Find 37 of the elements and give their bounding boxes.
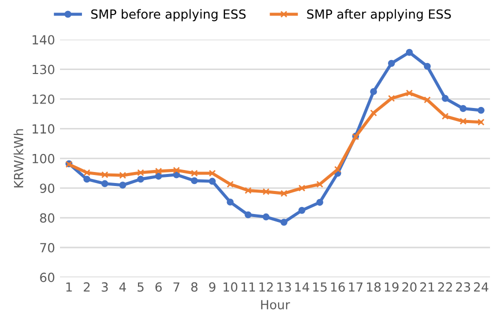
x-tick-label: 16 [331, 282, 345, 292]
x-tick-label: 11 [242, 282, 255, 292]
x-tick-label: 5 [138, 282, 144, 292]
x-tick-label: 4 [119, 282, 126, 292]
x-tick-label: 23 [456, 282, 470, 292]
y-tick-label: 80 [40, 213, 54, 223]
x-tick-label: 19 [384, 282, 399, 292]
legend-label: SMP after applying ESS [307, 9, 451, 22]
y-tick-label: 90 [40, 184, 54, 194]
x-tick-label: 7 [174, 282, 180, 292]
x-axis-title: Hour [261, 300, 290, 310]
x-tick-label: 22 [438, 282, 452, 292]
x-tick-label: 13 [277, 282, 291, 292]
x-tick-label: 10 [224, 282, 238, 292]
x-tick-label: 6 [155, 282, 162, 292]
y-tick-label: 120 [32, 94, 54, 104]
legend-label: SMP before applying ESS [91, 9, 246, 22]
x-tick-label: 9 [209, 282, 216, 292]
y-tick-label: 110 [32, 124, 54, 134]
x-tick-label: 12 [259, 282, 273, 292]
x-tick-label: 1 [66, 282, 72, 292]
x-tick-label: 18 [366, 282, 381, 292]
x-tick-label: 15 [313, 282, 327, 292]
x-tick-label: 8 [191, 282, 198, 292]
x-tick-label: 2 [84, 282, 90, 292]
x-tick-label: 21 [420, 282, 434, 292]
y-tick-label: 70 [40, 242, 54, 252]
x-tick-label: 14 [295, 282, 310, 292]
x-tick-label: 3 [102, 282, 108, 292]
y-tick-label: 140 [32, 35, 54, 45]
x-tick-label: 24 [474, 282, 488, 292]
y-tick-label: 60 [40, 272, 54, 282]
y-tick-label: 100 [32, 154, 54, 164]
y-axis-title: KRW/kWh [14, 129, 24, 188]
y-tick-label: 130 [32, 64, 54, 74]
x-tick-label: 17 [349, 282, 363, 292]
x-tick-label: 20 [402, 282, 416, 292]
